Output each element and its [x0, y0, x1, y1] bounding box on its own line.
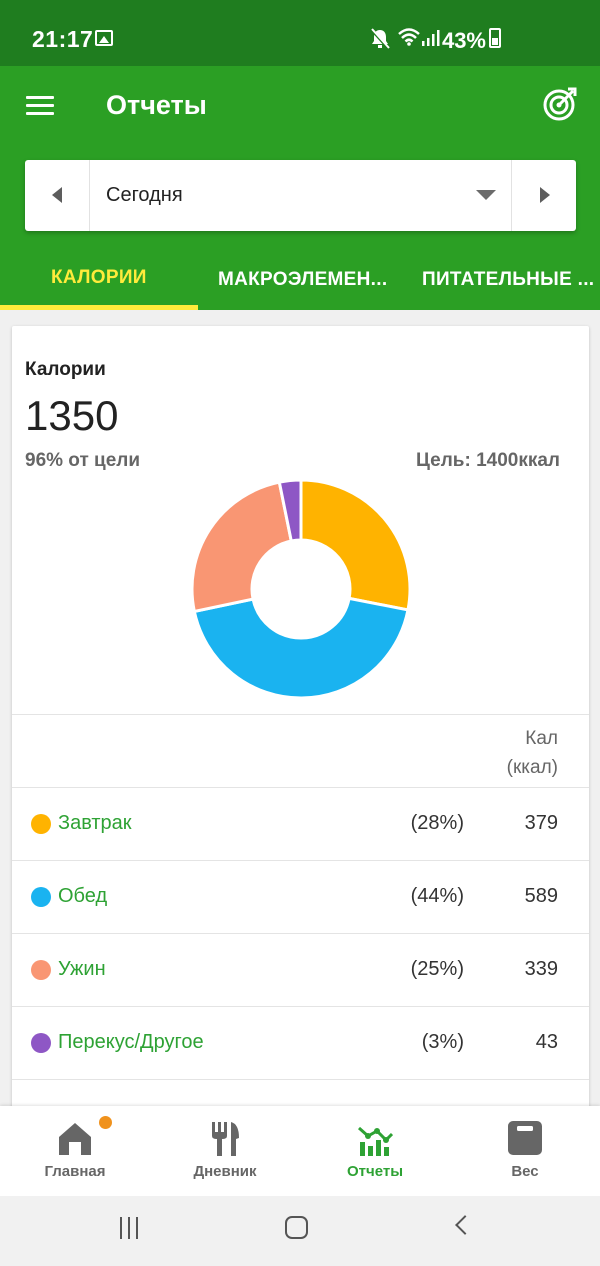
nav-diary[interactable]: Дневник	[150, 1106, 300, 1196]
date-selector: Сегодня	[25, 160, 576, 231]
table-row-lunch[interactable]: Обед (44%) 589	[12, 861, 589, 934]
meal-calories: 589	[524, 885, 558, 907]
table-row-breakfast[interactable]: Завтрак (28%) 379	[12, 788, 589, 861]
meal-percent: (25%)	[410, 958, 464, 980]
reports-chart-icon	[358, 1126, 393, 1156]
table-row-dinner[interactable]: Ужин (25%) 339	[12, 934, 589, 1007]
battery-icon	[489, 28, 501, 48]
calories-card: Калории 1350 96% от цели Цель: 1400ккал …	[12, 326, 589, 1126]
signal-icon	[422, 30, 440, 46]
meal-percent: (44%)	[410, 885, 464, 907]
tab-nutrients[interactable]: ПИТАТЕЛЬНЫЕ ...	[422, 269, 595, 290]
meals-table: Кал (ккал) Завтрак (28%) 379 Обед (44%) …	[12, 714, 589, 1080]
calories-title: Калории	[25, 359, 106, 380]
system-navigation-bar	[0, 1196, 600, 1266]
meal-calories: 379	[524, 812, 558, 834]
back-button[interactable]	[455, 1215, 475, 1235]
notification-badge	[99, 1116, 112, 1129]
next-date-button[interactable]	[511, 160, 576, 231]
dropdown-arrow-icon[interactable]	[476, 190, 496, 200]
fork-knife-icon	[212, 1122, 239, 1156]
page-title: Отчеты	[106, 90, 207, 120]
meal-name: Ужин	[58, 958, 106, 980]
meal-percent: (3%)	[421, 1031, 464, 1053]
donut-slice-2	[190, 480, 294, 614]
date-dropdown[interactable]: Сегодня	[106, 184, 183, 206]
tab-calories[interactable]: КАЛОРИИ	[0, 256, 198, 310]
scale-icon	[508, 1121, 542, 1155]
calorie-goal: Цель: 1400ккал	[416, 450, 560, 471]
meal-name: Завтрак	[58, 812, 132, 834]
donut-slice-3	[277, 478, 303, 543]
wifi-icon	[398, 28, 420, 46]
legend-dot	[31, 1033, 51, 1053]
status-time: 21:17	[32, 26, 94, 52]
legend-dot	[31, 814, 51, 834]
calories-value: 1350	[25, 392, 119, 439]
donut-slice-1	[192, 596, 410, 700]
meal-percent: (28%)	[410, 812, 464, 834]
legend-dot	[31, 887, 51, 907]
column-header-calories: Кал (ккал)	[506, 728, 558, 778]
goal-target-icon[interactable]	[542, 86, 578, 122]
meal-calories: 339	[524, 958, 558, 980]
table-row-snack[interactable]: Перекус/Другое (3%) 43	[12, 1007, 589, 1080]
report-tabs: КАЛОРИИ МАКРОЭЛЕМЕН... ПИТАТЕЛЬНЫЕ ...	[0, 256, 600, 310]
mute-icon	[370, 28, 390, 50]
calories-donut-chart	[190, 478, 412, 700]
tab-macros[interactable]: МАКРОЭЛЕМЕН...	[218, 269, 388, 290]
table-header: Кал (ккал)	[12, 714, 589, 788]
meal-calories: 43	[535, 1031, 558, 1053]
bottom-navigation: Главная Дневник Отчеты Вес	[0, 1106, 600, 1196]
status-bar: 21:17 43%	[0, 0, 600, 66]
home-button[interactable]	[285, 1216, 308, 1239]
home-icon	[59, 1123, 91, 1155]
image-notification-icon	[95, 30, 113, 46]
percent-of-goal: 96% от цели	[25, 450, 141, 471]
nav-home[interactable]: Главная	[0, 1106, 150, 1196]
nav-reports[interactable]: Отчеты	[300, 1106, 450, 1196]
meal-name: Перекус/Другое	[58, 1031, 204, 1053]
battery-percent: 43%	[441, 28, 486, 53]
legend-dot	[31, 960, 51, 980]
recent-apps-button[interactable]	[118, 1217, 140, 1239]
donut-slice-0	[299, 478, 412, 612]
previous-date-button[interactable]	[25, 160, 90, 231]
nav-weight[interactable]: Вес	[450, 1106, 600, 1196]
menu-icon[interactable]	[26, 96, 54, 116]
meal-name: Обед	[58, 885, 108, 907]
